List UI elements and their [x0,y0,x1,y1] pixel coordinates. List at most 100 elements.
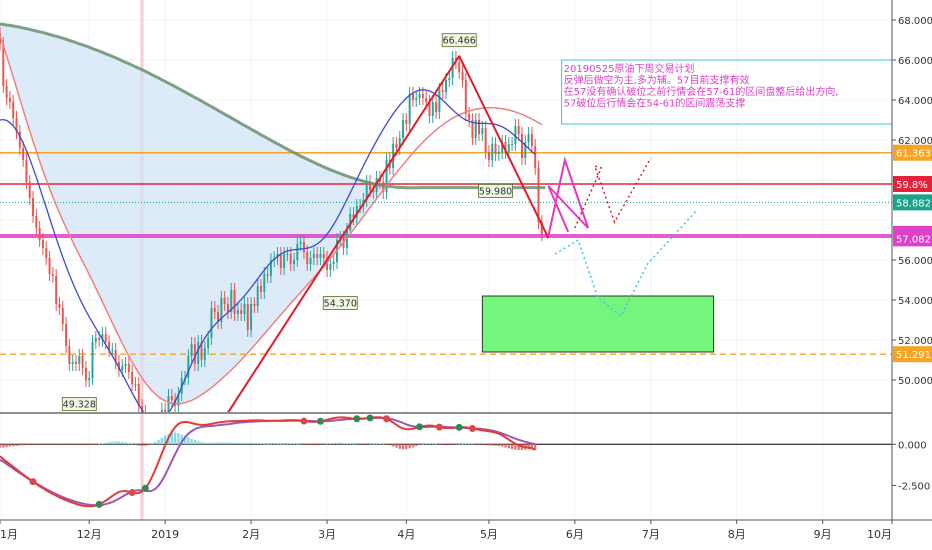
candle-body [408,94,411,124]
candle-body [236,310,239,314]
candle-body [487,152,490,160]
candle-body [316,254,319,258]
candle-body [58,304,61,308]
candle-body [25,160,28,182]
candle-body [524,142,527,158]
candle-body [28,182,31,198]
macd-histogram-bar [342,443,345,445]
candle-body [81,356,84,368]
trendline-up [227,55,461,412]
candle-body [78,356,81,364]
candle-body [448,78,451,80]
candle-body [269,260,272,276]
macd-histogram-bar [431,443,434,445]
candle-body [438,90,441,112]
macd-histogram-bar [18,444,21,446]
candle-body [111,350,114,351]
candle-body [151,428,153,438]
candle-body [299,242,302,244]
candle-body [491,144,494,160]
macd-histogram-bar [372,443,375,445]
ma-slow-line [0,22,546,190]
macd-histogram-bar [401,444,405,450]
candle-body [15,118,18,132]
macd-cross-dot [95,500,103,508]
price-annotation-label: 54.370 [324,299,357,310]
candle-body [160,410,163,412]
macd-histogram-bar [193,440,197,445]
macd-histogram-bar [425,443,428,445]
time-axis-label: 8月 [728,528,746,541]
macd-histogram-bar [448,444,451,446]
macd-histogram-bar [385,444,388,445]
candle-body [220,298,223,322]
price-axis-label: 54.000 [898,296,932,307]
candle-body [293,260,296,264]
candle-body [230,290,233,312]
plan-text-line: 20190525原油下周交易计划 [564,62,695,75]
macd-cross-dot [300,417,308,425]
candle-body [309,258,312,264]
macd-histogram-bar [94,444,97,445]
macd-histogram-bar [111,441,114,445]
candle-body [517,126,520,134]
macd-axis-label: 0.000 [898,440,927,451]
macd-histogram-bar [64,444,68,445]
price-axis-label: 56.000 [898,256,932,267]
candle-body [514,126,517,144]
candle-body [243,304,246,314]
macd-histogram-bar [358,444,362,445]
candle-body [471,120,474,138]
macd-histogram-bar [438,444,441,445]
macd-histogram-bar [15,444,18,446]
candle-body [458,62,461,72]
candle-body [349,214,352,230]
price-axis-background [892,0,932,550]
macd-cross-dot [416,423,424,431]
candle-body [286,254,289,255]
plan-text-line: 反弹后做空为主,多为辅。57目前支撑有效 [564,74,750,87]
macd-histogram-bar [256,443,259,445]
macd-histogram-bar [494,444,497,446]
candle-body [197,342,200,364]
candle-body [302,242,305,252]
time-axis-label: 6月 [566,528,584,541]
price-pane[interactable]: 20190525原油下周交易计划反弹后做空为主,多为辅。57目前支撑有效在57没… [0,22,899,447]
macd-histogram-bar [134,444,137,445]
macd-histogram-bar [335,442,339,445]
macd-histogram-bar [114,441,117,445]
candle-body [5,86,8,98]
candle-body [352,214,355,218]
macd-histogram-bar [444,444,448,446]
candle-body [392,144,395,168]
candle-body [104,334,107,342]
candle-body [137,384,140,406]
macd-histogram-bar [382,443,385,445]
candle-body [283,254,286,268]
macd-histogram-bar [104,442,107,445]
macd-histogram-bar [296,443,299,445]
candle-body [127,364,130,372]
candle-body [226,304,229,312]
macd-histogram-bar [322,444,325,445]
candle-body [41,240,44,248]
time-axis-background [0,520,932,550]
macd-cross-dot [128,489,136,497]
macd-histogram-bar [216,442,220,445]
candle-body [74,362,77,364]
macd-pane[interactable] [0,414,892,508]
candle-body [395,144,398,148]
candle-body [497,152,500,154]
candle-body [233,290,236,314]
price-tag-label: 61.363 [896,149,931,160]
candle-body [435,102,438,112]
macd-histogram-bar [408,444,411,449]
candle-body [504,142,507,152]
macd-cross-dot [435,423,443,431]
macd-histogram-bar [160,437,164,445]
candle-body [263,274,266,292]
macd-axis-label: -2.500 [898,481,930,492]
candle-body [484,128,487,152]
price-tag [893,144,932,161]
candle-body [203,348,206,360]
